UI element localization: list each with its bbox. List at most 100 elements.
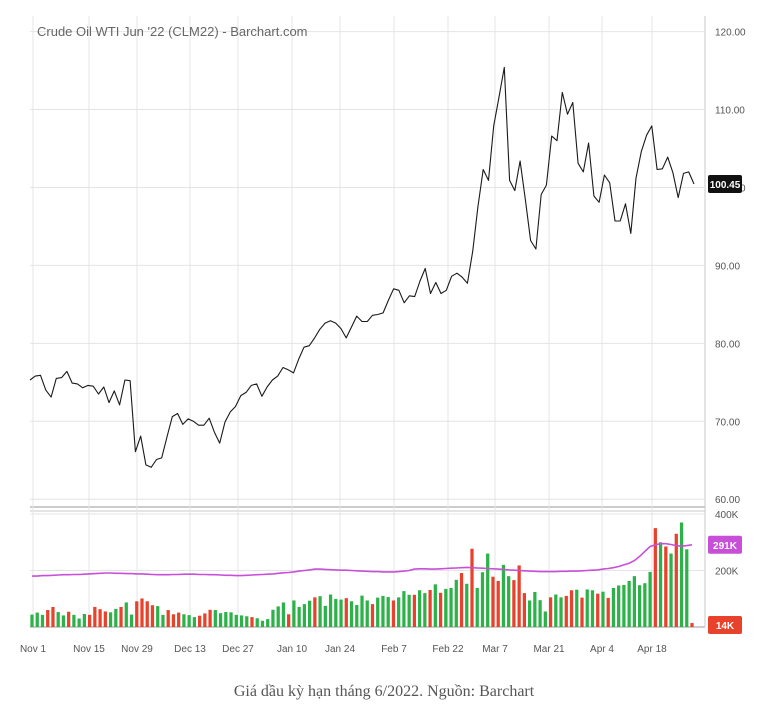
volume-bar [103,611,107,627]
volume-bar [627,580,631,627]
figure-caption: Giá dầu kỳ hạn tháng 6/2022. Nguồn: Barc… [233,683,535,700]
volume-bar [323,605,327,627]
volume-bar [465,583,469,627]
last-price-badge: 100.45 [708,174,742,193]
volume-bar [328,594,333,627]
volume-bar [444,588,448,627]
volume-bar [124,602,128,627]
x-tick-label: Feb 7 [381,644,407,655]
volume-bar [685,549,689,627]
volume-bar [129,614,134,627]
volume-bar [313,597,317,627]
price-line [29,66,695,468]
volume-bar [433,584,437,627]
x-tick-label: Jan 24 [325,644,355,655]
volume-bar [150,605,155,627]
x-tick-label: Nov 1 [20,644,47,655]
volume-bar [528,600,532,627]
volume-bar [187,615,191,627]
volume-bar [82,614,87,627]
volume-bar [349,601,354,627]
x-tick-label: Apr 18 [637,644,667,655]
average-volume-badge: 291K [708,535,742,554]
volume-bar [156,606,160,627]
volume-bar [370,604,375,627]
volume-bar [93,606,97,627]
volume-bar [554,594,558,627]
volume-bar [166,610,170,627]
volume-bar [30,614,34,627]
volume-bar [381,595,385,627]
volume-bar [245,616,249,627]
volume-bar [548,597,553,627]
volume-bar [480,572,485,627]
volume-bar [470,548,474,627]
volume-bar [512,580,516,627]
volume-bar [622,584,626,627]
volume-bar [674,533,678,627]
volume-y-tick-label: 400K [715,510,739,521]
volume-bar [664,546,668,627]
price-y-tick-label: 90.00 [715,261,740,272]
volume-bar [643,583,647,627]
volume-bar [449,588,453,627]
x-tick-label: Dec 13 [174,644,206,655]
last-price-badge-text: 100.45 [710,180,741,191]
volume-bar [140,598,144,627]
volume-bar [559,597,563,627]
x-tick-label: Nov 15 [73,644,105,655]
last-price-badge-background [708,174,742,193]
volume-bar [334,599,338,627]
volume-bar [171,614,176,627]
price-y-tick-label: 70.00 [715,417,740,428]
volume-bar [653,528,657,628]
volume-bar [412,594,417,627]
x-tick-label: Mar 21 [533,644,565,655]
volume-bar [239,615,244,627]
x-tick-label: Feb 22 [432,644,464,655]
volume-bar [391,600,396,627]
volume-bar [302,604,307,627]
volume-bar [292,600,296,627]
volume-bar [585,589,589,627]
volume-bar [438,592,443,627]
volume-bar [119,606,123,627]
volume-bar [428,589,432,627]
volume-bar [376,597,380,627]
volume-bar [606,597,610,627]
volume-bar [250,617,254,627]
volume-bar [234,614,238,627]
volume-bar [98,609,102,627]
volume-bar [203,613,207,627]
volume-bar [596,593,600,627]
volume-bar [271,609,275,627]
volume-bar [386,597,390,627]
volume-bar [454,579,458,627]
price-y-tick-label: 80.00 [715,339,740,350]
volume-bar [56,612,60,627]
volume-bar [208,609,212,627]
volume-bar [177,612,181,627]
price-y-tick-label: 120.00 [715,28,746,39]
volume-bar [72,614,76,627]
volume-bar [287,614,291,627]
volume-bar [40,614,45,627]
volume-bar [575,589,579,627]
price-y-tick-label: 60.00 [715,495,740,506]
x-tick-label: Nov 29 [121,644,153,655]
volume-y-tick-label: 200K [715,567,739,578]
volume-bar [198,615,202,627]
volume-bar [590,590,595,627]
x-tick-label: Mar 7 [482,644,508,655]
volume-bar [459,573,464,627]
volume-bar [569,590,574,627]
volume-bar [564,595,568,627]
average-volume-badge-background [708,535,742,554]
volume-bar [501,564,506,627]
x-tick-label: Dec 27 [222,644,254,655]
volume-bar [135,601,139,627]
volume-bar [679,522,684,627]
volume-bar [344,598,348,627]
volume-bar [423,593,427,627]
volume-bar [601,591,605,627]
